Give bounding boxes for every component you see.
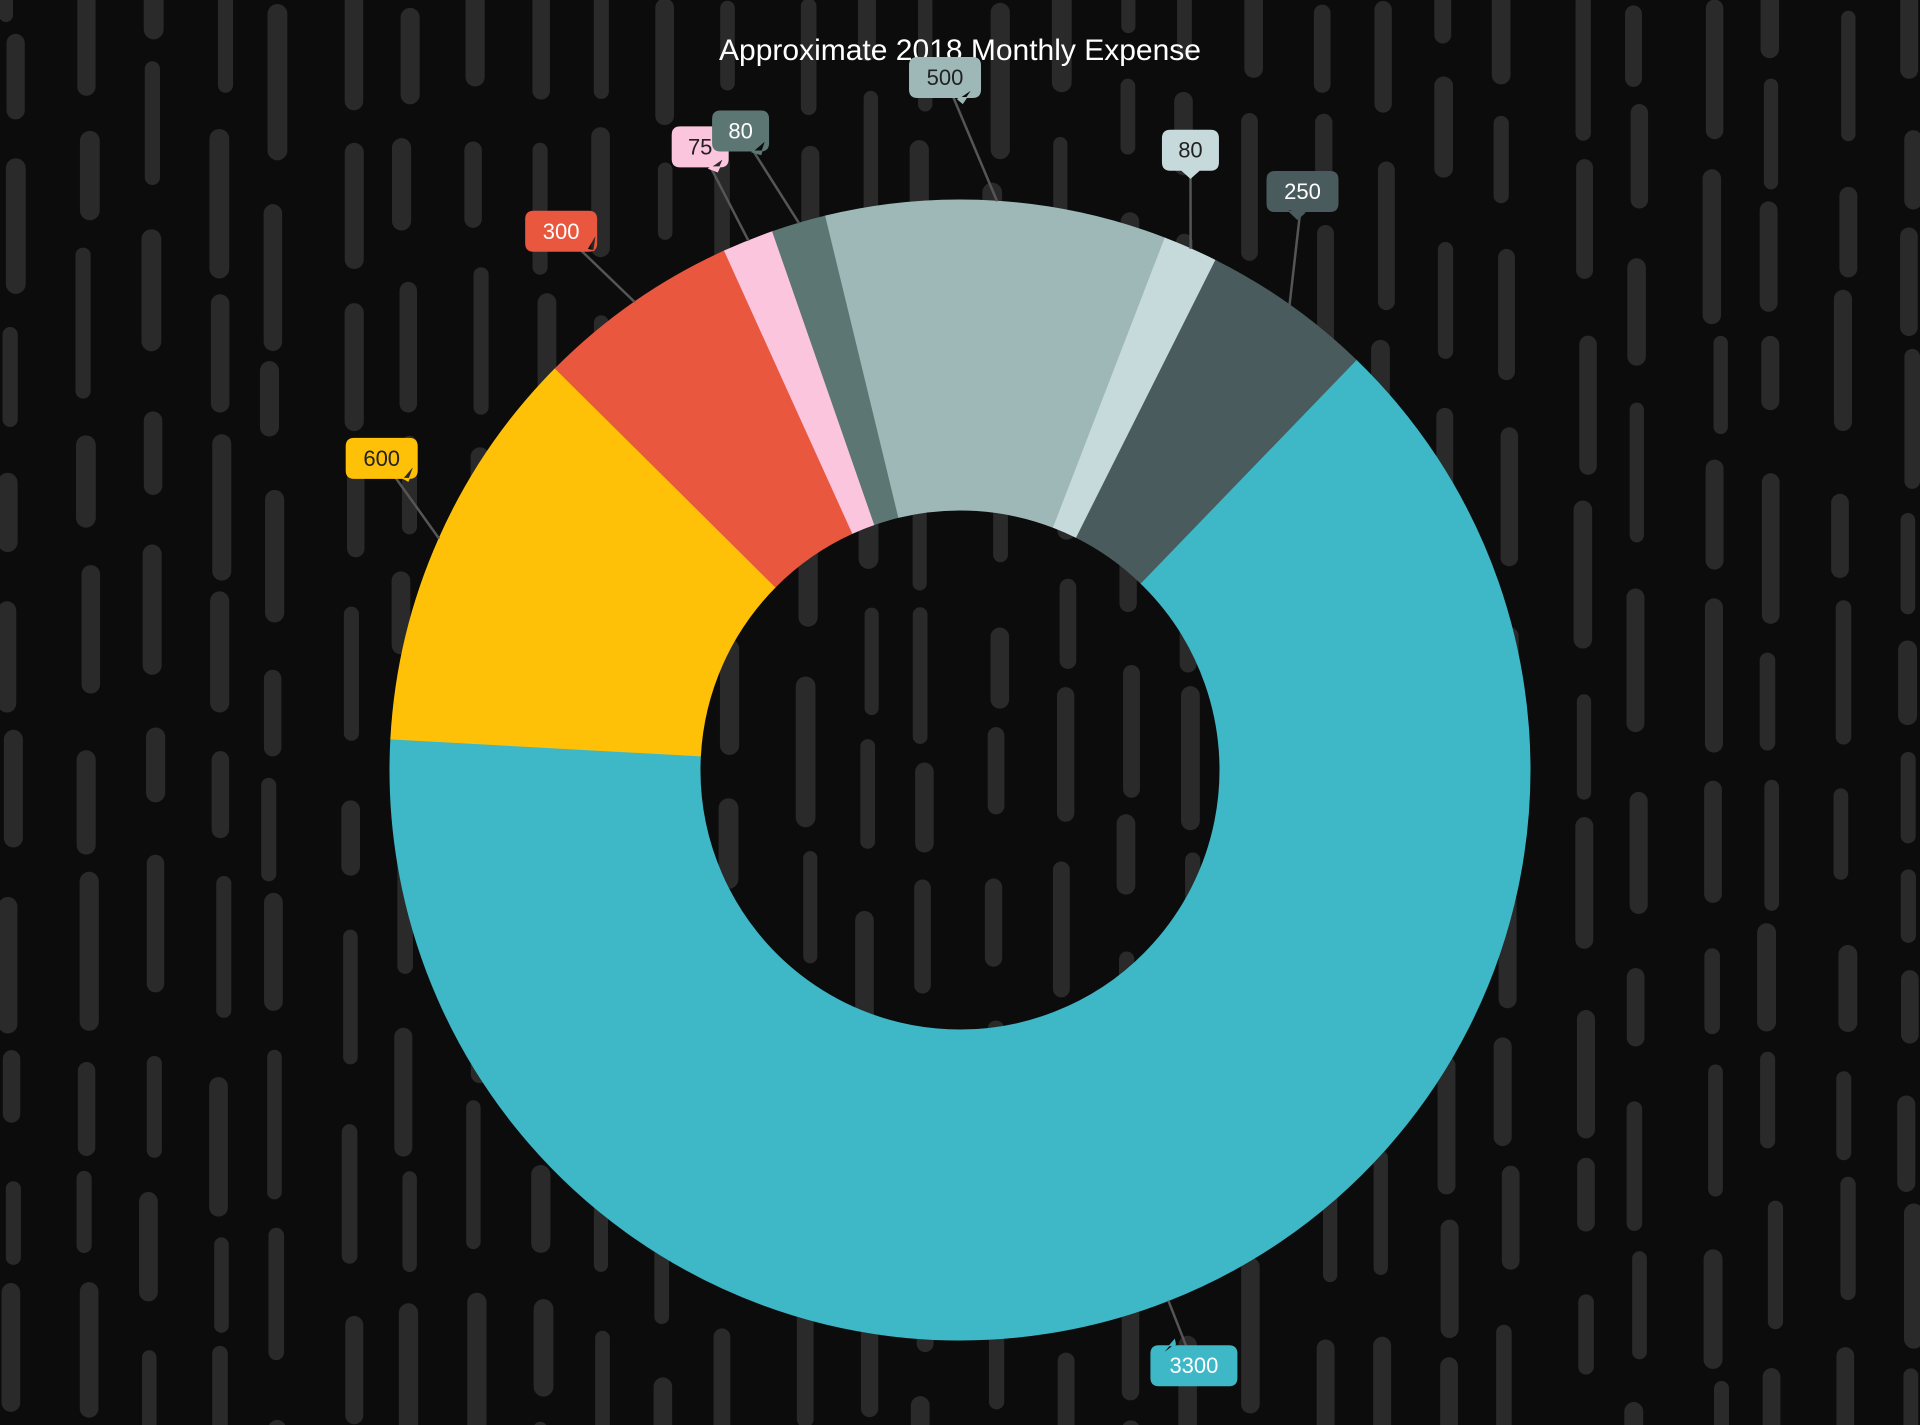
slice-label-value: 80 [728,118,752,143]
donut-chart: Approximate 2018 Monthly Expense33006003… [0,0,1920,1425]
slice-label-value: 500 [927,65,964,90]
chart-svg: Approximate 2018 Monthly Expense33006003… [0,0,1920,1425]
slice-label-value: 75 [688,134,712,159]
slice-label-value: 300 [543,219,580,244]
slice-label-value: 250 [1284,179,1321,204]
slice-label-value: 600 [363,446,400,471]
slice-label-value: 3300 [1169,1353,1218,1378]
slice-label-value: 80 [1178,138,1202,163]
